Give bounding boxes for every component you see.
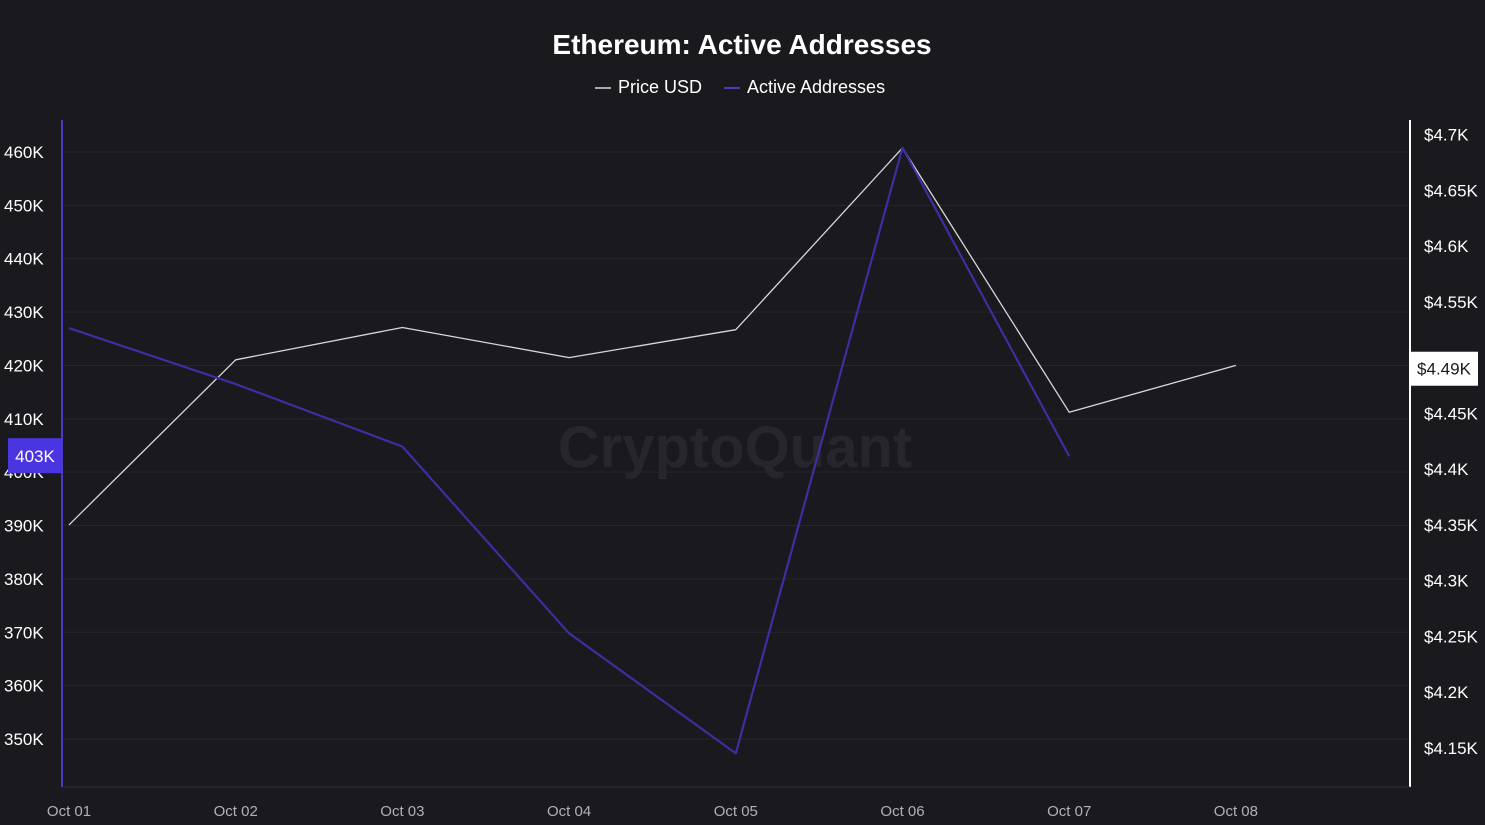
x-tick-label: Oct 02 <box>214 803 258 820</box>
right-tick-label: $4.55K <box>1424 293 1479 312</box>
series-line-active-addresses[interactable] <box>68 146 1071 755</box>
right-axis-ticks: $4.15K $4.2K $4.25K $4.3K $4.35K $4.4K $4.45K $… <box>1424 126 1479 758</box>
left-tick-label: 440K <box>4 250 44 269</box>
x-tick-label: Oct 01 <box>47 803 91 820</box>
right-tick-label: $4.4K <box>1424 460 1469 479</box>
left-tick-label: 420K <box>4 356 44 375</box>
right-tick-label: $4.25K <box>1424 627 1479 646</box>
right-tick-label: $4.6K <box>1424 237 1469 256</box>
left-tick-label: 460K <box>4 143 44 162</box>
right-tick-label: $4.35K <box>1424 516 1479 535</box>
left-tick-label: 430K <box>4 303 44 322</box>
x-tick-label: Oct 06 <box>880 803 924 820</box>
right-tick-label: $4.2K <box>1424 683 1469 702</box>
right-marker-box <box>1410 351 1478 386</box>
x-tick-label: Oct 04 <box>547 803 591 820</box>
left-tick-label: 360K <box>4 677 44 696</box>
left-marker-box <box>8 438 62 474</box>
legend: Price USD Active Addresses <box>595 77 885 97</box>
x-tick-label: Oct 07 <box>1047 803 1091 820</box>
chart-title: Ethereum: Active Addresses <box>552 29 931 60</box>
right-tick-label: $4.15K <box>1424 739 1479 758</box>
right-tick-label: $4.65K <box>1424 181 1479 200</box>
legend-item-active-addresses[interactable]: Active Addresses <box>724 77 885 97</box>
right-current-value-marker: $4.49K <box>1410 351 1478 386</box>
x-tick-label: Oct 08 <box>1214 803 1258 820</box>
legend-item-price[interactable]: Price USD <box>595 77 702 97</box>
legend-label-price: Price USD <box>618 77 702 97</box>
left-tick-label: 350K <box>4 730 44 749</box>
right-tick-label: $4.7K <box>1424 126 1469 145</box>
series-line-price-usd[interactable] <box>68 147 1237 526</box>
left-tick-label: 380K <box>4 570 44 589</box>
right-tick-label: $4.3K <box>1424 572 1469 591</box>
current-value-markers: 403K $4.49K <box>8 351 1478 474</box>
gridlines <box>62 151 1410 740</box>
series-lines <box>68 146 1237 755</box>
left-marker-label: 403K <box>15 447 55 466</box>
watermark: CryptoQuant <box>558 415 912 480</box>
left-tick-label: 390K <box>4 517 44 536</box>
left-tick-label: 370K <box>4 623 44 642</box>
left-current-value-marker: 403K <box>8 438 62 474</box>
legend-label-active-addresses: Active Addresses <box>747 77 885 97</box>
x-tick-label: Oct 05 <box>714 803 758 820</box>
left-tick-label: 410K <box>4 410 44 429</box>
left-tick-label: 450K <box>4 196 44 215</box>
right-marker-label: $4.49K <box>1417 360 1472 379</box>
x-axis-ticks: Oct 01 Oct 02 Oct 03 Oct 04 Oct 05 Oct 06 Oct … <box>47 803 1258 820</box>
right-tick-label: $4.45K <box>1424 404 1479 423</box>
x-tick-label: Oct 03 <box>380 803 424 820</box>
